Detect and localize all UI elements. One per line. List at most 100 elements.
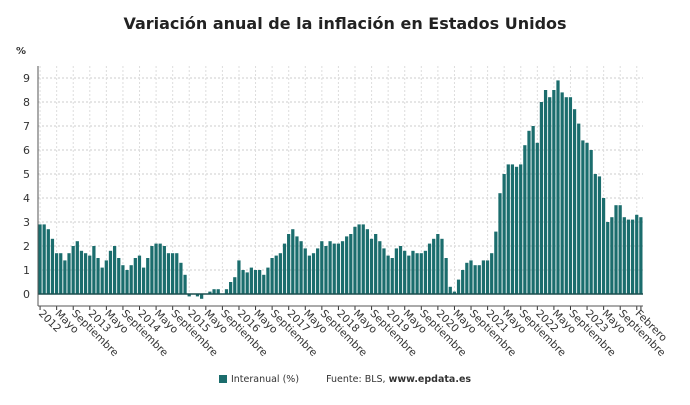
bar [133, 258, 137, 294]
y-tick-label: 9 [23, 72, 30, 85]
bar [96, 258, 100, 294]
bar [432, 238, 436, 294]
bar [614, 205, 618, 294]
bar [494, 231, 498, 294]
bar [154, 243, 158, 294]
y-tick-label: 5 [23, 168, 30, 181]
y-tick-label: 6 [23, 144, 30, 157]
bar [448, 286, 452, 294]
bar [378, 241, 382, 294]
bar [510, 164, 515, 294]
y-tick-label: 3 [23, 216, 30, 229]
bar [229, 282, 233, 294]
bar [262, 274, 266, 294]
bar [630, 219, 635, 294]
bar [208, 291, 212, 294]
bar [340, 241, 345, 294]
bar [146, 258, 150, 294]
bar [382, 248, 386, 294]
bar [597, 176, 602, 294]
source-prefix: Fuente: BLS, [326, 374, 389, 385]
bar [407, 255, 411, 294]
bar [440, 238, 444, 294]
y-tick-label: 1 [23, 264, 30, 277]
bar [88, 255, 92, 294]
bar [481, 260, 486, 294]
bar [129, 265, 133, 294]
bar [465, 262, 469, 294]
bar [548, 97, 552, 294]
bar [266, 267, 270, 294]
bar [137, 255, 142, 294]
bar [46, 229, 50, 294]
bar [245, 272, 249, 294]
bar [299, 241, 303, 294]
bar [353, 226, 357, 294]
bar [610, 217, 614, 294]
bar [394, 248, 399, 294]
bar [171, 253, 175, 294]
bar [622, 217, 626, 294]
legend: Interanual (%) Fuente: BLS, www.epdata.e… [0, 374, 690, 385]
bar [490, 253, 494, 294]
bar [67, 253, 71, 294]
bar [328, 241, 332, 294]
bar [332, 243, 336, 294]
bar [307, 255, 311, 294]
bar [403, 250, 407, 294]
bar [237, 260, 241, 294]
bar [390, 258, 394, 294]
bar [374, 234, 378, 294]
y-tick-label: 4 [23, 192, 30, 205]
bar [183, 274, 187, 294]
bar [539, 102, 544, 294]
bar [270, 258, 274, 294]
bar [473, 265, 477, 294]
bar [291, 229, 295, 294]
bar [303, 248, 307, 294]
bar [635, 214, 639, 294]
bar [523, 145, 527, 294]
bar [158, 243, 162, 294]
bar [477, 265, 481, 294]
bar [92, 246, 96, 294]
bar [150, 246, 154, 294]
bar [365, 229, 370, 294]
bar [316, 248, 320, 294]
bar [618, 205, 622, 294]
bar [42, 224, 46, 294]
bar [216, 289, 220, 294]
bar [357, 224, 361, 294]
bar [386, 255, 390, 294]
bar [141, 267, 146, 294]
bar [423, 250, 428, 294]
bar [577, 123, 581, 294]
bar [117, 258, 121, 294]
bar [112, 246, 117, 294]
bar [601, 198, 606, 294]
bar [162, 246, 166, 294]
bar [349, 234, 353, 294]
bar [125, 270, 129, 294]
y-tick-label: 7 [23, 120, 30, 133]
bar [626, 219, 631, 294]
bar [436, 234, 440, 294]
bar [249, 267, 253, 294]
bar [527, 130, 531, 294]
bar [200, 294, 204, 299]
bar [108, 250, 113, 294]
y-tick-label: 2 [23, 240, 30, 253]
bar [639, 217, 643, 294]
bar [564, 97, 568, 294]
bar [361, 224, 365, 294]
bar [585, 142, 589, 294]
bar [369, 238, 374, 294]
y-axis-unit: % [16, 46, 27, 57]
bar [560, 92, 564, 295]
bar [233, 277, 237, 294]
bar [336, 243, 340, 294]
bar [83, 253, 88, 294]
bar [498, 193, 502, 294]
